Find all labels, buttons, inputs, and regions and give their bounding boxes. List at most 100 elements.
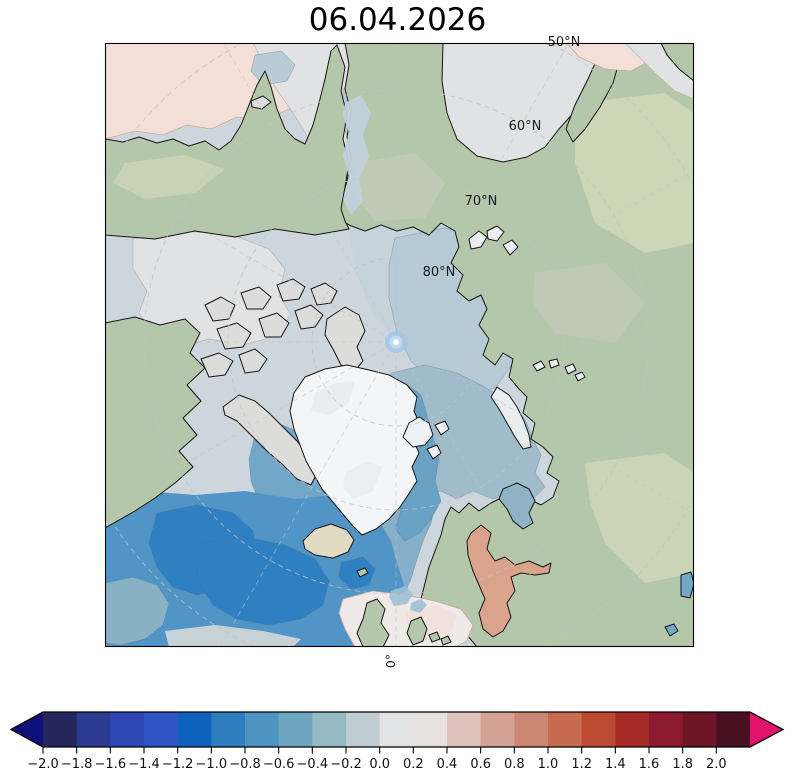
land-texture [533, 263, 645, 343]
latitude-circle-80n [311, 257, 481, 427]
island [468, 230, 488, 250]
island [428, 631, 441, 643]
sea-region-atlantic-deep-3 [338, 556, 376, 590]
island [440, 635, 452, 646]
colorbar-segment [581, 712, 616, 747]
colorbar-segment [211, 712, 246, 747]
colorbar-tick-labels: −2.0 −1.8 −1.6 −1.4 −1.2 −1.0 −0.8 −0.6 −0.4 −0.2… [27, 757, 726, 772]
colorbar-segment [76, 712, 111, 747]
island [434, 420, 450, 436]
island [276, 278, 306, 302]
land-texture [353, 153, 445, 221]
latitude-label-50n: 50°N [548, 35, 581, 50]
island-wrangel [250, 95, 272, 110]
colorbar-segment [144, 712, 179, 747]
land-north-america [105, 316, 206, 529]
island [406, 616, 428, 646]
colorbar-segment [649, 712, 684, 747]
sea-region-beaufort-gray [132, 230, 292, 348]
colorbar-tick-label: 0.4 [437, 757, 458, 772]
land-texture [585, 453, 694, 583]
island [502, 239, 519, 256]
island [574, 371, 586, 382]
island [548, 358, 560, 369]
colorbar-tick-label: 1.0 [538, 757, 559, 772]
colorbar-segment [43, 712, 78, 747]
colorbar-segment [447, 712, 482, 747]
colorbar-segment [346, 712, 381, 747]
denmark [406, 616, 452, 646]
colorbar-segments [43, 712, 751, 747]
island-novaya-zemlya [490, 386, 532, 450]
colorbar-segment [548, 712, 583, 747]
colorbar-segment [413, 712, 448, 747]
sea-region-atlantic-deep-2 [194, 536, 330, 626]
colorbar-tick-label: 0.0 [369, 757, 390, 772]
sea-region-skagerrak [389, 586, 413, 606]
sea-region-white-sea [498, 482, 536, 530]
colorbar-tick-label: 1.8 [672, 757, 693, 772]
colorbar-segment [682, 712, 717, 747]
colorbar-tick-label: −1.6 [95, 757, 127, 772]
colorbar-tick-label: −0.6 [263, 757, 295, 772]
sea-region-baltic [466, 524, 552, 638]
colorbar-segment [312, 712, 347, 747]
island [564, 363, 577, 375]
land-texture [575, 93, 694, 253]
colorbar-segment [615, 712, 650, 747]
lake [664, 623, 679, 637]
colorbar-tick-label: 0.8 [504, 757, 525, 772]
island [238, 348, 268, 374]
greenland-ice-shade [343, 461, 383, 499]
island [204, 296, 236, 322]
map-border [104, 42, 695, 648]
colorbar-tick-label: 0.2 [403, 757, 424, 772]
colorbar-tick-label: 2.0 [706, 757, 727, 772]
island [240, 286, 272, 310]
colorbar-under-arrow [11, 712, 43, 747]
franz-josef-land [532, 358, 586, 382]
island [294, 304, 324, 330]
severnaya-zemlya [468, 225, 519, 256]
colorbar-segment [177, 712, 212, 747]
colorbar-tick-label: −1.8 [61, 757, 93, 772]
colorbar-tick-label: −2.0 [27, 757, 59, 772]
colorbar-tick-label: −1.0 [196, 757, 228, 772]
plot-title: 06.04.2026 [308, 2, 487, 38]
island [486, 225, 505, 242]
island [532, 360, 546, 372]
sea-region-kattegat [410, 599, 427, 613]
island-faroe [356, 567, 369, 578]
colorbar-tick-label: −0.2 [330, 757, 362, 772]
island-ellesmere [324, 306, 366, 374]
colorbar-tick-label: −1.2 [162, 757, 194, 772]
colorbar-tick-label: 1.6 [639, 757, 660, 772]
latitude-label-80n: 80°N [423, 265, 456, 280]
colorbar-tick-label: −0.4 [297, 757, 329, 772]
colorbar-segment [379, 712, 414, 747]
pole-marker [385, 331, 407, 353]
colorbar-segment [480, 712, 515, 747]
latitude-label-70n: 70°N [465, 194, 498, 209]
colorbar-tick-label: 1.4 [605, 757, 626, 772]
island [258, 312, 290, 338]
colorbar-tick-label: −1.4 [128, 757, 160, 772]
island [310, 282, 338, 306]
island [200, 352, 234, 378]
longitude-label-0: 0° [383, 653, 398, 669]
sea-region-laptev-notch [343, 95, 371, 215]
land-iceland [302, 523, 355, 559]
lake [680, 571, 694, 599]
island [426, 444, 442, 460]
latitude-label-60n: 60°N [509, 119, 542, 134]
colorbar-ticks [42, 747, 717, 754]
colorbar-over-arrow [750, 712, 783, 747]
pole-dot [393, 339, 399, 345]
sea-region-atlantic-light [105, 576, 170, 646]
colorbar-tick-label: 0.6 [470, 757, 491, 772]
colorbar-tick-label: 1.2 [571, 757, 592, 772]
colorbar-segment [514, 712, 549, 747]
